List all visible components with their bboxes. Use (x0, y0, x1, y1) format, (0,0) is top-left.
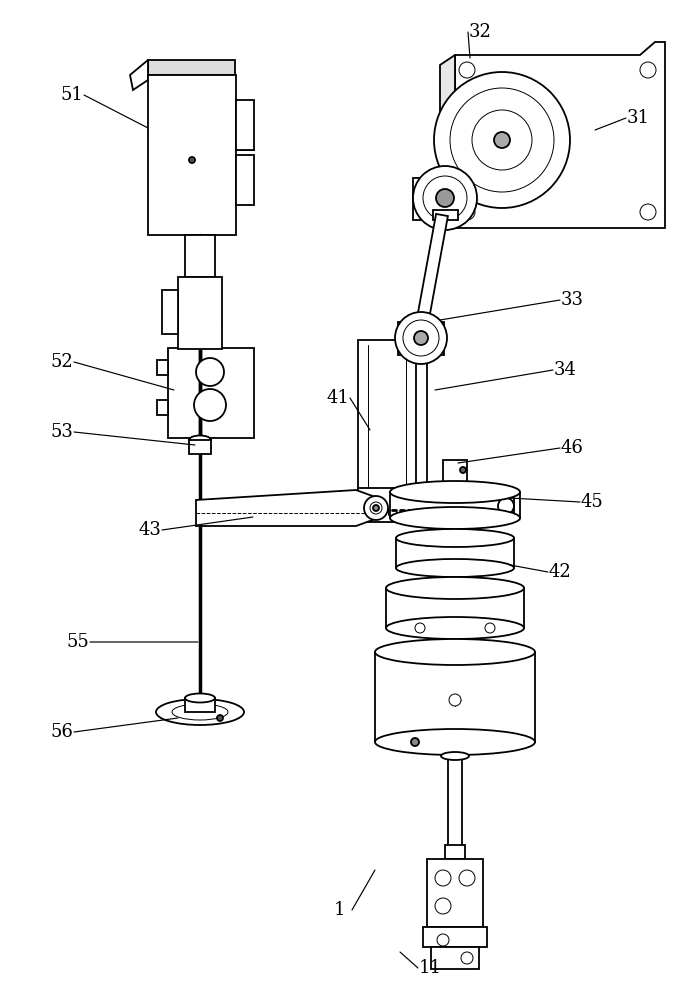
Bar (178, 277, 222, 349)
Circle shape (449, 694, 461, 706)
Text: 52: 52 (50, 353, 73, 371)
Circle shape (459, 204, 475, 220)
Text: 45: 45 (580, 493, 603, 511)
Text: 11: 11 (419, 959, 442, 977)
Polygon shape (440, 55, 455, 228)
Polygon shape (358, 488, 514, 522)
Circle shape (189, 157, 195, 163)
Circle shape (196, 358, 224, 386)
Ellipse shape (386, 617, 524, 639)
Ellipse shape (156, 699, 244, 725)
Ellipse shape (390, 507, 520, 529)
Bar (157, 360, 168, 375)
Circle shape (217, 715, 223, 721)
Bar (189, 440, 211, 454)
Bar (423, 927, 487, 947)
Circle shape (498, 498, 514, 514)
Bar (236, 100, 254, 150)
Bar (185, 235, 215, 277)
Bar (162, 290, 178, 334)
Polygon shape (414, 214, 448, 336)
Circle shape (436, 189, 454, 207)
Text: 51: 51 (61, 86, 84, 104)
Circle shape (640, 204, 656, 220)
Bar (157, 400, 168, 415)
Ellipse shape (396, 559, 514, 577)
Text: 33: 33 (560, 291, 583, 309)
Ellipse shape (375, 729, 535, 755)
Text: 56: 56 (50, 723, 73, 741)
Bar (445, 845, 465, 859)
Text: 43: 43 (139, 521, 162, 539)
Polygon shape (455, 42, 665, 228)
Polygon shape (130, 60, 148, 90)
Circle shape (415, 623, 425, 633)
Circle shape (494, 132, 510, 148)
Bar (431, 947, 479, 969)
Polygon shape (398, 322, 444, 355)
Text: 41: 41 (327, 389, 350, 407)
Circle shape (460, 467, 466, 473)
Circle shape (502, 502, 510, 510)
Polygon shape (148, 60, 235, 75)
Circle shape (434, 72, 570, 208)
Bar (185, 698, 215, 712)
Circle shape (435, 898, 451, 914)
Circle shape (403, 320, 439, 356)
Polygon shape (196, 490, 385, 526)
Circle shape (472, 110, 532, 170)
Ellipse shape (386, 577, 524, 599)
Bar (443, 460, 467, 488)
Ellipse shape (189, 436, 211, 444)
Text: 42: 42 (549, 563, 571, 581)
Text: 53: 53 (50, 423, 73, 441)
Circle shape (370, 502, 382, 514)
Circle shape (194, 389, 226, 421)
Bar (168, 348, 254, 438)
Ellipse shape (396, 529, 514, 547)
Text: 1: 1 (334, 901, 346, 919)
Circle shape (640, 62, 656, 78)
Polygon shape (433, 210, 458, 220)
Text: 32: 32 (468, 23, 491, 41)
Polygon shape (413, 178, 430, 220)
Circle shape (450, 88, 554, 192)
Ellipse shape (185, 694, 215, 702)
Circle shape (435, 870, 451, 886)
Text: 34: 34 (553, 361, 576, 379)
Ellipse shape (441, 752, 469, 760)
Circle shape (364, 496, 388, 520)
Text: 46: 46 (560, 439, 583, 457)
Ellipse shape (189, 444, 211, 452)
Circle shape (414, 331, 428, 345)
Bar (148, 75, 236, 235)
Circle shape (423, 176, 467, 220)
Ellipse shape (375, 639, 535, 665)
Text: 31: 31 (627, 109, 650, 127)
Circle shape (485, 623, 495, 633)
Circle shape (459, 62, 475, 78)
Bar (427, 859, 483, 927)
Circle shape (373, 505, 379, 511)
Circle shape (459, 870, 475, 886)
Ellipse shape (390, 481, 520, 503)
Circle shape (411, 738, 419, 746)
Bar (358, 340, 416, 520)
Ellipse shape (172, 704, 228, 720)
Text: 55: 55 (66, 633, 89, 651)
Circle shape (437, 934, 449, 946)
Circle shape (395, 312, 447, 364)
Circle shape (413, 166, 477, 230)
Bar (236, 155, 254, 205)
Circle shape (461, 952, 473, 964)
